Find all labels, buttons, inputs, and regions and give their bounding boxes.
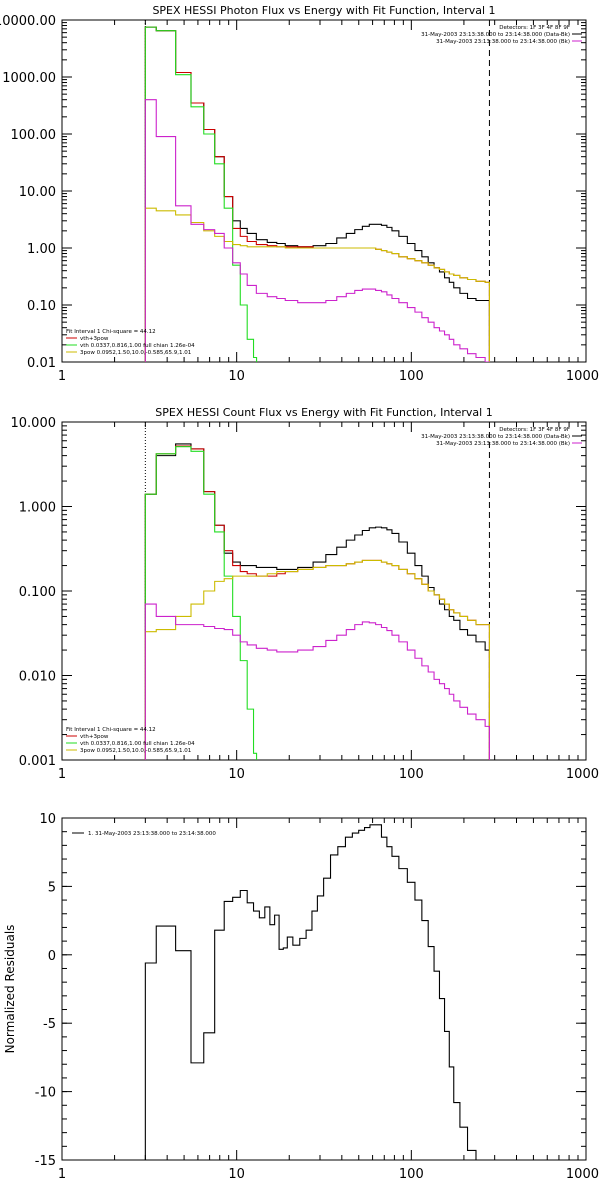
series-line-bk [144, 99, 490, 362]
legend-text: Detectors: 1F 3F 4F 8F 9F [499, 25, 570, 31]
legend-text: 1. 31-May-2003 23:13:38.000 to 23:14:38.… [88, 831, 216, 837]
legend-text: vth 0.0337,0.816,1.00 full chian 1.26e-0… [80, 741, 195, 747]
panel-1: SPEX HESSI Photon Flux vs Energy with Fi… [0, 4, 599, 384]
y-tick-label: -15 [35, 1154, 56, 1169]
y-tick-label: -10 [35, 1086, 56, 1101]
panel-2: SPEX HESSI Count Flux vs Energy with Fit… [11, 406, 600, 782]
y-tick-label: 0.10 [27, 299, 56, 314]
plot-frame [61, 421, 587, 761]
series-line-3pow [144, 559, 490, 760]
legend-text: vth 0.0337,0.816,1.00 full chian 1.26e-0… [80, 343, 195, 349]
x-tick-label: 1 [58, 1167, 66, 1182]
plot-frame [61, 817, 587, 1161]
y-tick-label: 0 [48, 949, 56, 964]
legend-text: Detectors: 1F 3F 4F 8F 9F [499, 427, 570, 433]
y-tick-label: 1.00 [27, 242, 56, 257]
legend-text: 31-May-2003 23:13:38.000 to 23:14:38.000… [421, 434, 570, 440]
legend-header: Fit Interval 1 Chi-square = 44.12 [66, 727, 156, 733]
y-tick-label: 10000.00 [0, 14, 56, 29]
series-line-vth [144, 446, 258, 760]
series-line-bk [144, 603, 490, 760]
x-tick-label: 1000 [566, 369, 599, 384]
y-tick-label: 100.00 [11, 128, 57, 143]
legend-header: Fit Interval 1 Chi-square = 44.12 [66, 329, 156, 335]
y-tick-label: 0.01 [27, 356, 56, 371]
y-tick-label: 1000.00 [2, 71, 56, 86]
series-line-3pow [144, 207, 490, 362]
y-tick-label: 10.00 [19, 185, 56, 200]
x-tick-label: 1000 [566, 1167, 599, 1182]
y-tick-label: 10 [39, 812, 56, 827]
series-line-data-bk [144, 443, 490, 760]
panel-3: 1 10 100 1000 -15 -10 -5 0 5 10 Normalized Residua… [3, 812, 599, 1182]
x-tick-label: 100 [399, 1167, 424, 1182]
x-tick-label: 1000 [566, 767, 599, 782]
y-axis-label: Normalized Residuals [3, 925, 17, 1054]
y-tick-label: 10.000 [11, 416, 57, 431]
x-tick-label: 10 [228, 369, 245, 384]
y-tick-label: 1.000 [19, 501, 56, 516]
y-tick-label: 0.100 [19, 585, 56, 600]
legend-text: 3pow 0.0952,1.50,10.0,-0.585,65.9,1.01 [80, 748, 191, 754]
x-tick-label: 100 [399, 369, 424, 384]
x-tick-label: 100 [399, 767, 424, 782]
y-tick-label: -5 [43, 1017, 56, 1032]
x-tick-label: 1 [58, 369, 66, 384]
legend-text: 31-May-2003 23:13:38.000 to 23:14:38.000… [436, 39, 570, 45]
plot-frame [61, 19, 587, 363]
legend-text: 31-May-2003 23:13:38.000 to 23:14:38.000… [421, 32, 570, 38]
data-area [144, 824, 490, 1160]
series-line-vth [144, 26, 258, 362]
chart-title: SPEX HESSI Count Flux vs Energy with Fit… [155, 406, 492, 419]
x-tick-label: 10 [228, 1167, 245, 1182]
x-tick-label: 1 [58, 767, 66, 782]
data-area [144, 20, 490, 362]
y-tick-label: 0.001 [19, 754, 56, 769]
legend-text: vth+3pow [80, 734, 109, 740]
data-area [144, 422, 490, 760]
chart-title: SPEX HESSI Photon Flux vs Energy with Fi… [152, 4, 495, 17]
series-line-data-bk [144, 26, 490, 362]
legend-text: 3pow 0.0952,1.50,10.0,-0.585,65.9,1.01 [80, 350, 191, 356]
series-line-residuals [144, 824, 490, 1160]
series-line-fit-total [144, 26, 490, 362]
legend-text: vth+3pow [80, 336, 109, 342]
x-tick-label: 10 [228, 767, 245, 782]
series-line-fit-total [144, 445, 490, 760]
legend-text: 31-May-2003 23:13:38.000 to 23:14:38.000… [436, 441, 570, 447]
y-tick-label: 5 [48, 880, 56, 895]
y-tick-label: 0.010 [19, 670, 56, 685]
